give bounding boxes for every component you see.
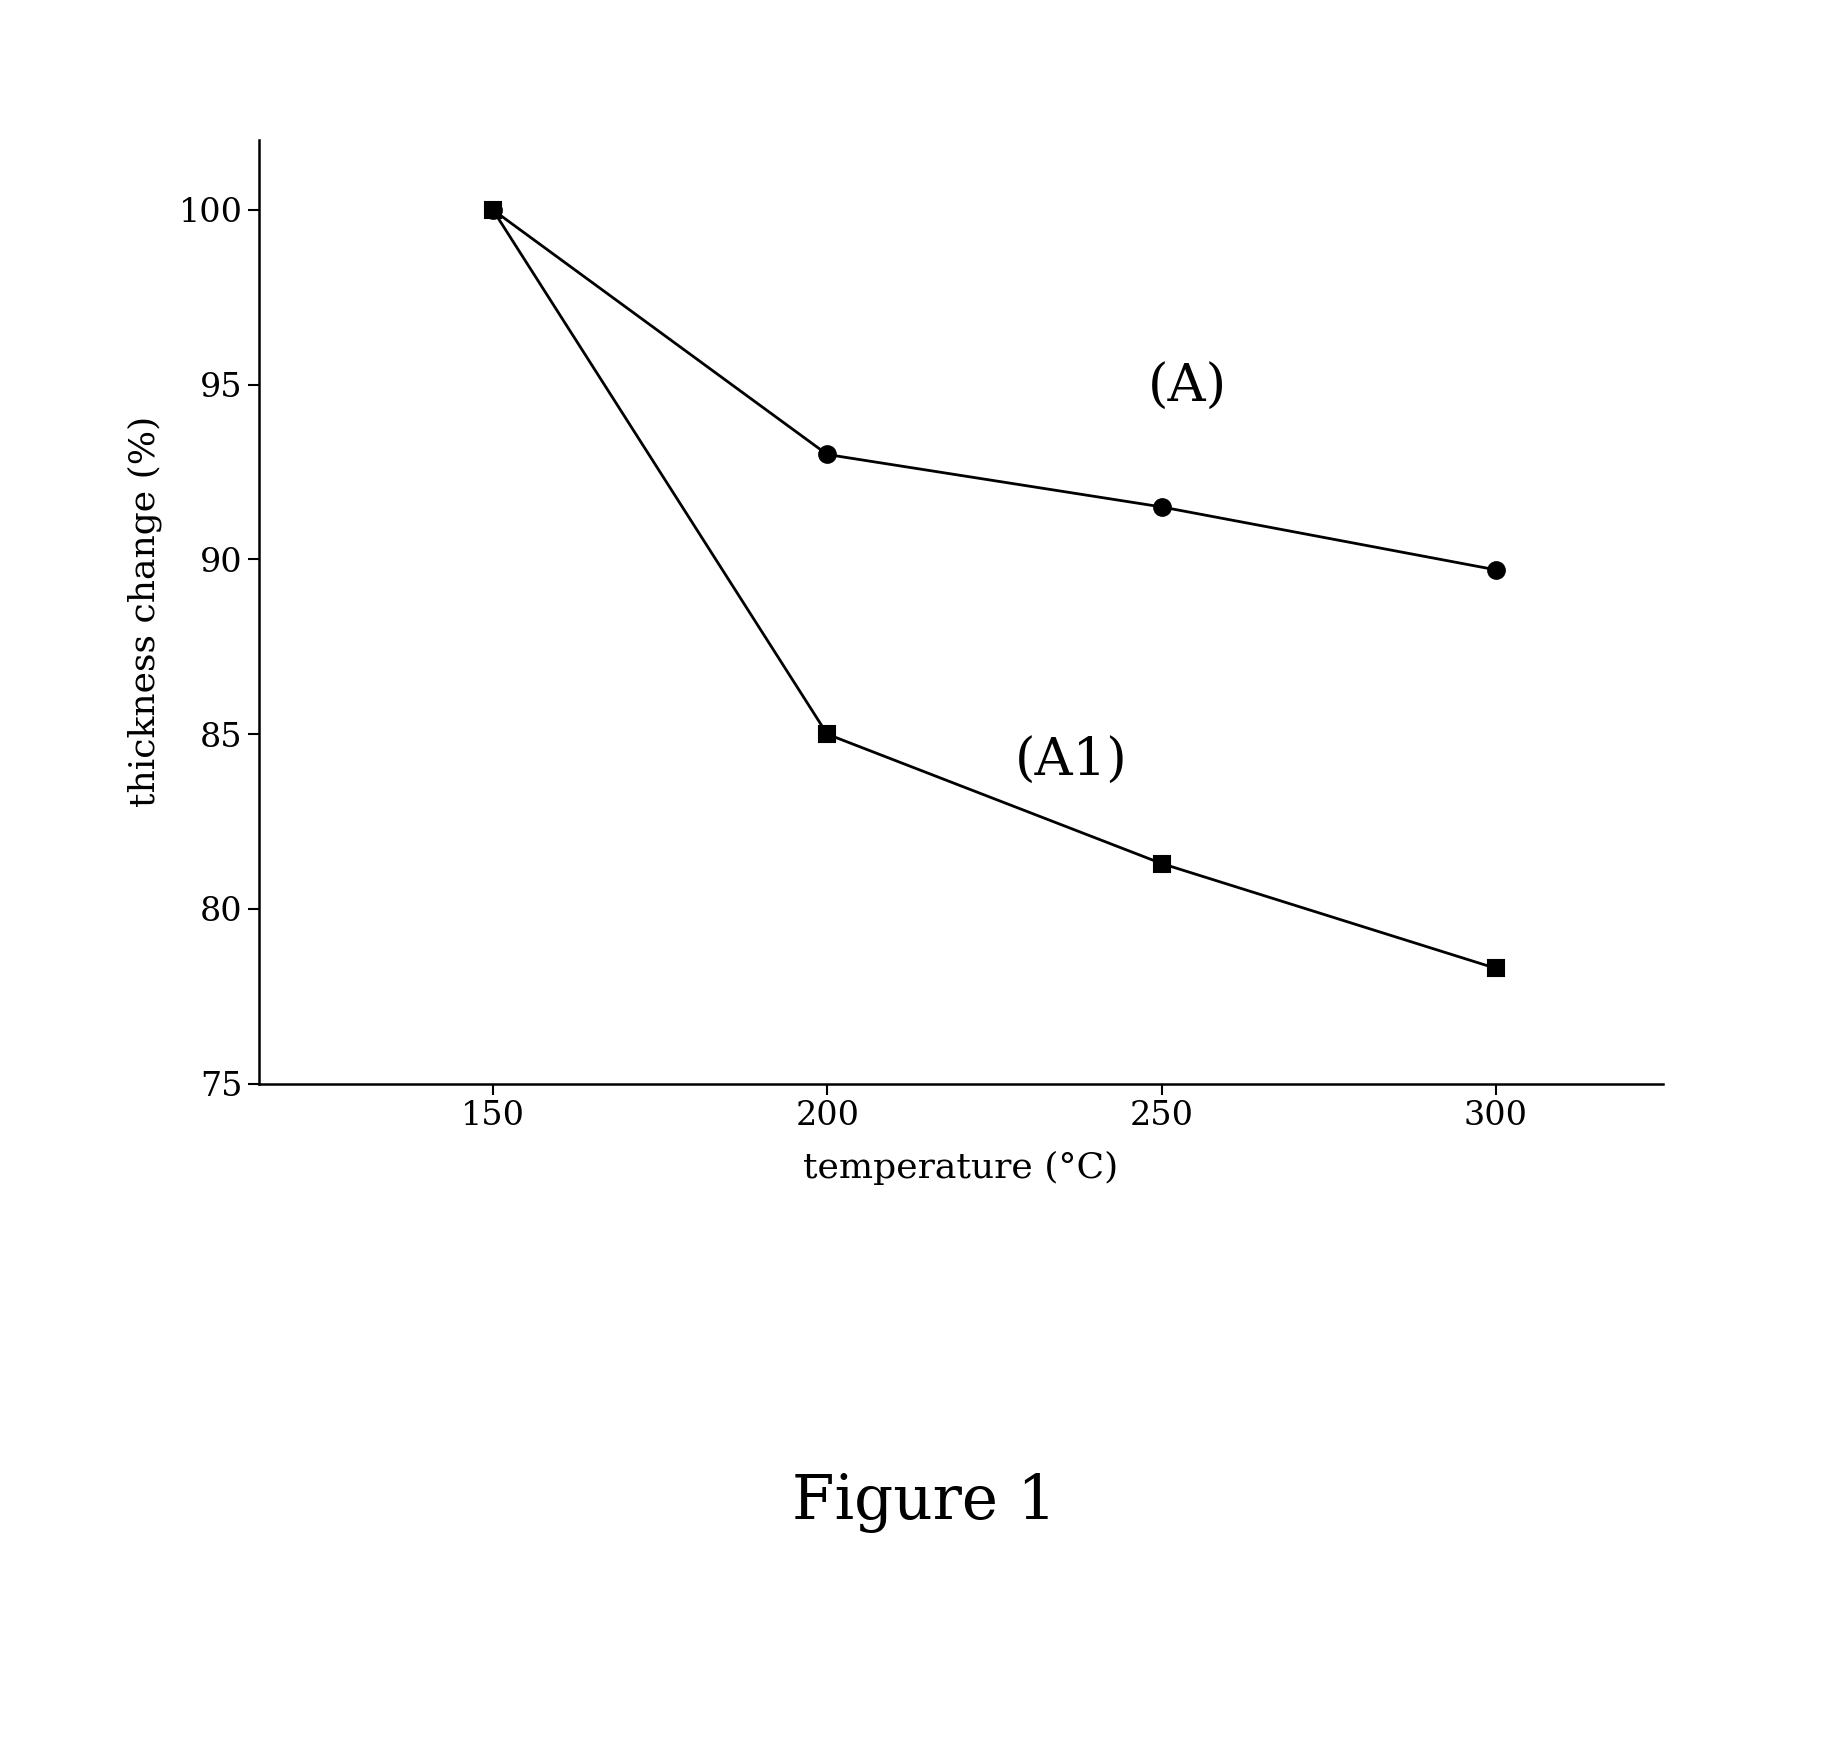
X-axis label: temperature (°C): temperature (°C) bbox=[804, 1152, 1118, 1185]
Text: (A1): (A1) bbox=[1015, 736, 1127, 787]
Y-axis label: thickness change (%): thickness change (%) bbox=[128, 416, 163, 808]
Text: Figure 1: Figure 1 bbox=[793, 1474, 1055, 1533]
Text: (A): (A) bbox=[1148, 362, 1227, 413]
